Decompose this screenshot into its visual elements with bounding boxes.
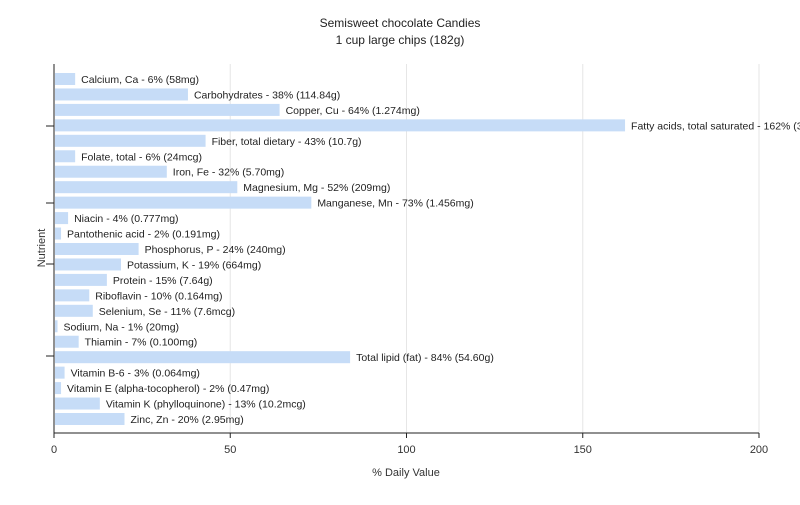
x-tick-label: 0	[51, 444, 57, 456]
bar	[55, 289, 90, 302]
grid	[229, 64, 760, 433]
y-axis-title: Nutrient	[36, 229, 48, 268]
bar	[55, 397, 100, 410]
bar-label: Total lipid (fat) - 84% (54.60g)	[356, 352, 494, 364]
bar-label: Pantothenic acid - 2% (0.191mg)	[67, 229, 220, 241]
bar	[55, 181, 238, 194]
x-tick-label: 50	[224, 444, 236, 456]
bar	[55, 304, 93, 317]
bar-labels: Calcium, Ca - 6% (58mg) Carbohydrates - 3…	[64, 74, 800, 426]
bar	[55, 351, 351, 364]
bar-label: Vitamin K (phylloquinone) - 13% (10.2mcg…	[106, 399, 306, 411]
bar-label: Vitamin E (alpha-tocopherol) - 2% (0.47m…	[67, 383, 269, 395]
bar-label: Fatty acids, total saturated - 162% (32.…	[631, 120, 800, 132]
bar-label: Folate, total - 6% (24mcg)	[81, 151, 202, 163]
bar-label: Copper, Cu - 64% (1.274mg)	[286, 105, 420, 117]
bar	[55, 134, 206, 147]
bar	[55, 88, 188, 101]
bar-label: Carbohydrates - 38% (114.84g)	[194, 89, 340, 101]
bar	[55, 227, 62, 240]
bar	[55, 320, 58, 333]
bar	[55, 103, 280, 116]
bar-label: Selenium, Se - 11% (7.6mcg)	[99, 306, 235, 318]
bar-label: Fiber, total dietary - 43% (10.7g)	[212, 136, 362, 148]
bar	[55, 258, 121, 271]
chart-subtitle: 1 cup large chips (182g)	[336, 33, 465, 47]
bar	[55, 212, 69, 225]
bar-label: Magnesium, Mg - 52% (209mg)	[243, 182, 390, 194]
x-tick-label: 100	[397, 444, 415, 456]
bar-label: Niacin - 4% (0.777mg)	[74, 213, 178, 225]
bar	[55, 243, 139, 255]
x-tick-label: 150	[574, 444, 592, 456]
bars	[55, 73, 626, 425]
bar-label: Calcium, Ca - 6% (58mg)	[81, 74, 199, 86]
bar	[55, 73, 76, 85]
bar	[55, 382, 62, 395]
bar-label: Phosphorus, P - 24% (240mg)	[145, 244, 286, 256]
bar	[55, 366, 65, 379]
bar	[55, 273, 107, 286]
bar-label: Zinc, Zn - 20% (2.95mg)	[131, 414, 244, 426]
bar-label: Riboflavin - 10% (0.164mg)	[95, 290, 222, 302]
bar-label: Sodium, Na - 1% (20mg)	[64, 321, 180, 333]
bar-label: Iron, Fe - 32% (5.70mg)	[173, 167, 284, 179]
bar	[55, 150, 76, 163]
x-axis-title: % Daily Value	[372, 467, 440, 479]
chart-title: Semisweet chocolate Candies	[320, 16, 481, 30]
bar	[55, 165, 167, 178]
x-tick-label: 200	[750, 444, 768, 456]
bar-label: Vitamin B-6 - 3% (0.064mg)	[71, 368, 200, 380]
bar	[55, 196, 312, 209]
bar-label: Thiamin - 7% (0.100mg)	[85, 337, 198, 349]
bar-label: Protein - 15% (7.64g)	[113, 275, 213, 287]
bar	[55, 413, 125, 425]
axes: 0 50 100 150 200	[46, 64, 768, 456]
bar	[55, 335, 79, 348]
bar-label: Potassium, K - 19% (664mg)	[127, 259, 261, 271]
bar	[55, 119, 626, 132]
bar-label: Manganese, Mn - 73% (1.456mg)	[317, 198, 473, 210]
